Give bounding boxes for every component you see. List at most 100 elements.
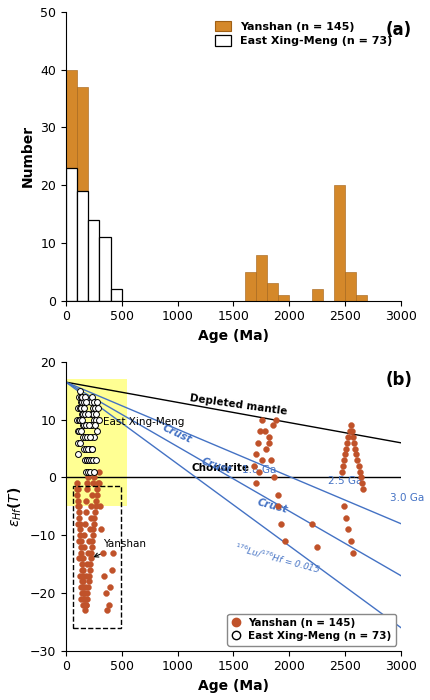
Text: Crust: Crust <box>200 456 232 475</box>
Point <box>338 466 344 477</box>
Point <box>265 431 272 442</box>
Point <box>252 449 258 460</box>
Point <box>80 402 87 414</box>
Point <box>86 443 93 454</box>
Text: (a): (a) <box>385 20 411 38</box>
Point <box>74 484 80 495</box>
Point <box>87 431 94 442</box>
Point <box>82 420 89 431</box>
Point <box>347 420 353 431</box>
Point <box>277 518 284 529</box>
Text: 1.8 Ga: 1.8 Ga <box>242 465 276 475</box>
Point <box>252 477 258 489</box>
Point <box>101 570 108 581</box>
Text: 3.0 Ga: 3.0 Ga <box>389 494 423 503</box>
Point <box>81 593 88 604</box>
Point <box>85 536 92 547</box>
Point <box>355 466 362 477</box>
Point <box>350 438 356 449</box>
Point <box>85 454 92 466</box>
Point <box>272 414 279 426</box>
Point <box>92 408 99 419</box>
Point <box>258 454 265 466</box>
Point <box>343 438 350 449</box>
Point <box>87 431 94 442</box>
Point <box>75 518 82 529</box>
Point <box>359 484 366 495</box>
Y-axis label: Number: Number <box>21 125 35 188</box>
Bar <box>277 295 289 301</box>
Point <box>344 431 351 442</box>
Point <box>74 426 81 437</box>
Point <box>82 454 89 466</box>
Point <box>94 477 101 489</box>
Point <box>84 582 91 593</box>
Point <box>83 484 90 495</box>
Bar <box>356 295 367 301</box>
Point <box>254 438 261 449</box>
Bar <box>99 289 111 301</box>
Point <box>88 397 95 408</box>
Point <box>75 391 82 402</box>
Point <box>358 477 365 489</box>
Point <box>92 507 98 518</box>
Point <box>76 385 83 396</box>
Point <box>77 426 84 437</box>
Point <box>75 500 82 512</box>
Point <box>81 443 88 454</box>
Point <box>347 536 353 547</box>
Point <box>84 443 91 454</box>
Point <box>90 472 97 483</box>
Point <box>77 397 84 408</box>
Point <box>76 438 83 449</box>
Point <box>307 518 314 529</box>
Point <box>79 408 86 419</box>
Point <box>109 547 116 558</box>
Point <box>349 431 356 442</box>
Point <box>89 530 96 541</box>
Point <box>103 605 110 616</box>
Point <box>83 599 89 610</box>
Point <box>83 570 89 581</box>
Point <box>313 541 320 552</box>
Bar <box>88 220 99 301</box>
Bar <box>73 486 120 628</box>
Point <box>94 484 101 495</box>
Point <box>80 599 87 610</box>
Bar <box>66 70 77 301</box>
Point <box>90 518 97 529</box>
Point <box>99 547 106 558</box>
Point <box>74 438 81 449</box>
Point <box>75 449 82 460</box>
Point <box>80 570 86 581</box>
Point <box>77 582 84 593</box>
Point <box>78 408 85 419</box>
Point <box>76 524 83 535</box>
Point <box>81 518 88 529</box>
Text: Chondrite: Chondrite <box>190 463 249 473</box>
Point <box>86 559 93 570</box>
Point <box>83 593 90 604</box>
Point <box>74 477 80 489</box>
Point <box>83 431 90 442</box>
Bar <box>99 237 111 301</box>
Legend: Yanshan (n = 145), East Xing-Meng (n = 73): Yanshan (n = 145), East Xing-Meng (n = 7… <box>227 614 395 645</box>
Point <box>88 454 95 466</box>
Point <box>356 472 363 483</box>
Bar <box>77 87 88 301</box>
Point <box>262 443 269 454</box>
Point <box>80 553 86 564</box>
Text: Crust: Crust <box>160 423 193 445</box>
Point <box>74 414 80 426</box>
Point <box>74 402 81 414</box>
Point <box>92 454 99 466</box>
Point <box>354 461 361 472</box>
Point <box>267 454 274 466</box>
Text: (b): (b) <box>385 370 412 388</box>
Point <box>93 495 100 506</box>
Point <box>90 397 97 408</box>
Point <box>80 431 87 442</box>
Bar <box>311 289 322 301</box>
Bar <box>344 272 356 301</box>
Point <box>265 438 272 449</box>
